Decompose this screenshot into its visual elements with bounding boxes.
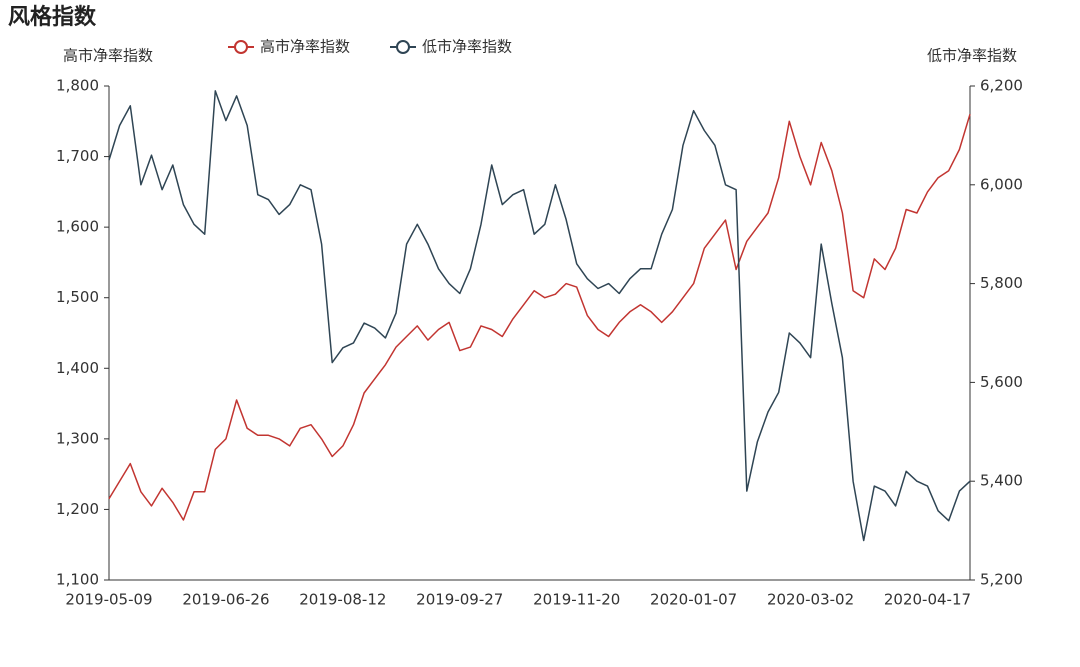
legend-marker (396, 40, 410, 54)
y-tick-label: 1,800 (56, 77, 99, 95)
x-tick-label: 2020-03-02 (767, 591, 854, 609)
y2-axis-label: 低市净率指数 (927, 47, 1017, 65)
y-tick-label: 1,500 (56, 288, 99, 306)
y-tick-label: 1,300 (56, 429, 99, 447)
chart-title: 风格指数 (8, 4, 97, 30)
y2-tick-label: 5,600 (980, 373, 1023, 391)
x-tick-label: 2019-08-12 (299, 591, 386, 609)
y-tick-label: 1,400 (56, 359, 99, 377)
y2-tick-label: 6,000 (980, 175, 1023, 193)
y2-tick-label: 5,400 (980, 472, 1023, 490)
y2-tick-label: 6,200 (980, 77, 1023, 95)
x-tick-label: 2019-09-27 (416, 591, 503, 609)
x-tick-label: 2019-06-26 (182, 591, 269, 609)
series-line (108, 90, 971, 542)
y-tick-label: 1,700 (56, 147, 99, 165)
legend-marker (234, 40, 248, 54)
y-tick-label: 1,200 (56, 500, 99, 518)
y-tick-label: 1,100 (56, 571, 99, 589)
y2-tick-label: 5,800 (980, 274, 1023, 292)
y-axis-label: 高市净率指数 (63, 47, 153, 65)
legend-label: 低市净率指数 (422, 38, 512, 56)
y2-tick-label: 5,200 (980, 571, 1023, 589)
x-tick-label: 2020-01-07 (650, 591, 737, 609)
x-tick-label: 2020-04-17 (884, 591, 971, 609)
legend-label: 高市净率指数 (260, 38, 350, 56)
series-line (108, 113, 971, 521)
x-tick-label: 2019-05-09 (65, 591, 152, 609)
y-tick-label: 1,600 (56, 218, 99, 236)
x-tick-label: 2019-11-20 (533, 591, 620, 609)
